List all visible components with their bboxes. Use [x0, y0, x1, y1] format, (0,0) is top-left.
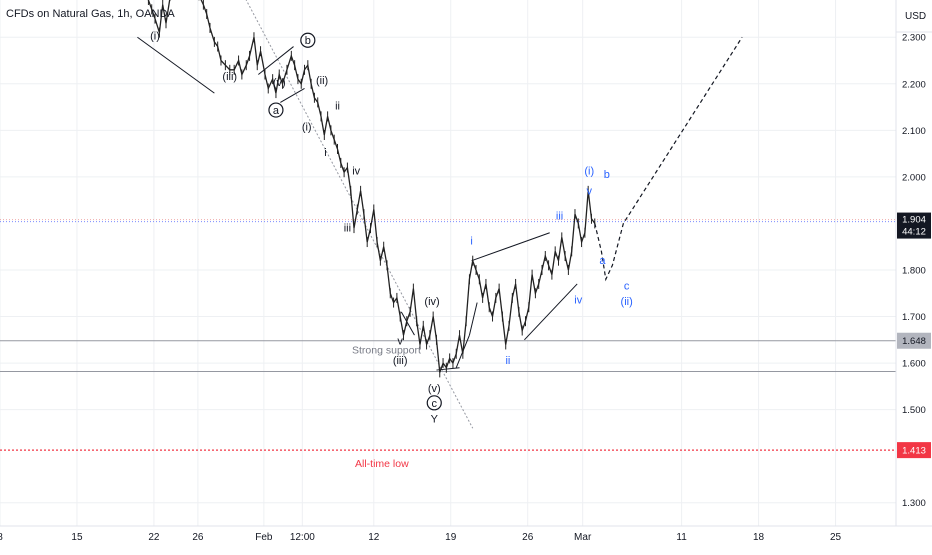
label-layer: (i)(iv)(iii)(v)ba(ii)ii(i)iiviii(iv)v(ii… [150, 31, 633, 471]
wave-circle-16 [426, 395, 442, 411]
price-layer [147, 0, 743, 378]
structure-line-0 [137, 36, 215, 94]
wave-label-22: (i) [584, 166, 594, 178]
y-tick-label-2: 2.100 [902, 126, 926, 137]
structure-line-7 [524, 283, 578, 341]
x-tick-label-4: Feb [255, 532, 273, 543]
atl-text: All-time low [355, 458, 409, 470]
wave-label-4: b [305, 35, 311, 47]
time-axis-panel[interactable] [0, 526, 932, 550]
wave-label-21: iv [574, 294, 582, 306]
wave-label-27: (ii) [621, 296, 633, 308]
support-text: Strong support [352, 345, 421, 357]
wave-label-24: b [604, 169, 610, 181]
wave-label-12: (iv) [424, 296, 439, 308]
wave-label-11: iii [344, 222, 351, 234]
x-tick-label-5: 12:00 [290, 532, 315, 543]
wave-label-20: iii [556, 211, 563, 223]
x-tick-label-7: 19 [445, 532, 457, 543]
price-axis-panel[interactable] [896, 0, 932, 526]
wave-label-17: Y [431, 414, 439, 426]
y-tick-label-0: 2.300 [902, 33, 926, 44]
wave-label-8: (i) [302, 121, 312, 133]
x-tick-label-12: 25 [830, 532, 842, 543]
x-tick-label-9: Mar [574, 532, 592, 543]
y-tick-label-4: 1.800 [902, 265, 926, 276]
wave-label-26: c [624, 281, 630, 293]
y-tick-label-6: 1.600 [902, 359, 926, 370]
wave-label-3: (v) [273, 77, 286, 89]
x-axis-layer: 8 15 22 26 Feb 12:00 12 19 26 Mar 11 18 25 [0, 532, 842, 543]
countdown-value: 44:12 [902, 227, 926, 238]
x-tick-label-3: 26 [192, 532, 204, 543]
grid-layer [0, 0, 896, 526]
current-price-badge [897, 212, 931, 239]
structure-line-6 [471, 232, 550, 262]
line-layer [0, 0, 896, 451]
wave-label-23: v [587, 186, 593, 198]
y-tick-label-7: 1.500 [902, 405, 926, 416]
wave-label-18: i [470, 235, 472, 247]
support-badge [897, 332, 931, 349]
wave-circle-5 [268, 102, 284, 118]
y-tick-label-5: 1.700 [902, 312, 926, 323]
x-tick-label-11: 18 [753, 532, 765, 543]
wave-circle-4 [300, 32, 316, 48]
x-tick-label-0: 8 [0, 532, 3, 543]
wave-label-14: (iii) [393, 355, 408, 367]
current-price-value: 1.904 [902, 215, 926, 226]
symbol-title: CFDs on Natural Gas, 1h, OANDA [6, 8, 175, 20]
structure-line-8 [468, 302, 478, 336]
wave-label-5: a [273, 105, 280, 117]
wave-label-15: (v) [428, 383, 441, 395]
wave-label-7: ii [335, 100, 340, 112]
x-tick-label-10: 11 [676, 532, 687, 543]
x-tick-label-2: 22 [148, 532, 160, 543]
structure-line-1 [280, 88, 305, 103]
y-axis-layer: 2.300 2.200 2.100 2.000 1.800 1.700 1.600 1.500… [902, 33, 926, 509]
wave-label-6: (ii) [316, 75, 328, 87]
x-tick-label-8: 26 [522, 532, 534, 543]
currency-label[interactable]: USD [905, 11, 926, 22]
projection-path [594, 36, 743, 282]
structure-line-5 [400, 311, 415, 336]
y-tick-label-8: 1.300 [902, 498, 926, 509]
y-tick-label-3: 2.000 [902, 172, 926, 183]
support-badge-value: 1.648 [902, 336, 926, 347]
atl-badge-value: 1.413 [902, 446, 926, 457]
x-tick-label-6: 12 [368, 532, 380, 543]
wave-label-16: c [432, 398, 438, 410]
x-tick-label-1: 15 [71, 532, 83, 543]
y-tick-label-1: 2.200 [902, 79, 926, 90]
wave-label-10: iv [352, 166, 360, 178]
wave-label-19: ii [505, 355, 510, 367]
wave-label-9: i [324, 147, 326, 159]
wave-label-13: v [397, 335, 403, 347]
descending-trendline [245, 0, 474, 429]
wave-label-25: a [599, 255, 606, 267]
atl-badge [897, 442, 931, 459]
wave-label-0: (i) [150, 31, 160, 43]
wave-label-2: (iii) [222, 71, 237, 83]
